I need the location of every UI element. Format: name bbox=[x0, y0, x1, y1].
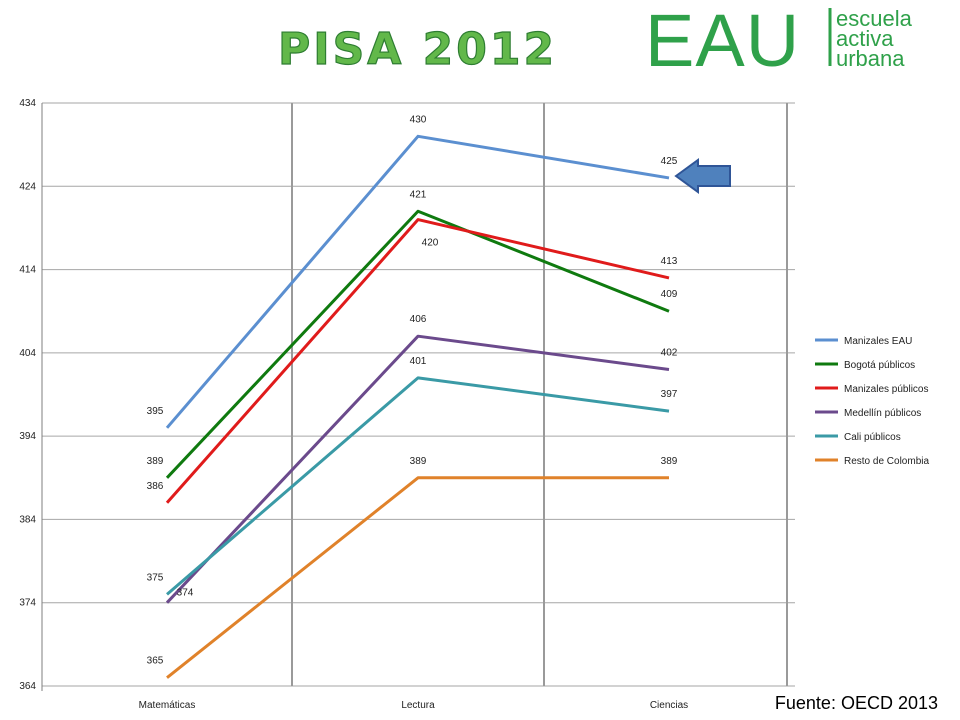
legend-label: Bogotá públicos bbox=[844, 360, 915, 371]
logo-line-3: urbana bbox=[836, 46, 905, 71]
logo-line-2: activa bbox=[836, 26, 894, 51]
data-label: 375 bbox=[147, 572, 164, 583]
legend-label: Manizales EAU bbox=[844, 336, 912, 347]
data-label: 430 bbox=[410, 114, 427, 125]
series-line bbox=[166, 376, 670, 596]
data-label: 395 bbox=[147, 406, 164, 417]
y-tick-label: 374 bbox=[19, 598, 36, 609]
arrow-icon bbox=[674, 158, 731, 194]
series-line bbox=[165, 209, 670, 479]
series-line bbox=[166, 476, 669, 679]
data-label: 420 bbox=[422, 238, 439, 249]
data-label: 389 bbox=[661, 456, 678, 467]
arrow-annotation bbox=[674, 158, 731, 194]
data-label: 389 bbox=[410, 456, 427, 467]
data-label: 413 bbox=[661, 256, 678, 267]
y-tick-label: 364 bbox=[19, 681, 36, 692]
eau-logo: EAU escuela activa urbana bbox=[645, 0, 913, 82]
legend: Manizales EAU Bogotá públicos Manizales pú… bbox=[815, 336, 929, 467]
axes: 364 374 384 394 404 414 424 434 Matemáticas Lectu… bbox=[19, 98, 688, 711]
x-tick-label: Matemáticas bbox=[139, 700, 196, 711]
series-lines bbox=[165, 134, 670, 679]
y-tick-label: 434 bbox=[19, 98, 36, 109]
legend-label: Cali públicos bbox=[844, 432, 901, 443]
y-tick-label: 424 bbox=[19, 181, 36, 192]
series-line bbox=[165, 218, 670, 504]
data-label: 386 bbox=[147, 481, 164, 492]
x-tick-label: Lectura bbox=[401, 700, 435, 711]
data-label: 402 bbox=[661, 348, 678, 359]
data-label: 421 bbox=[410, 189, 427, 200]
data-labels: 395 430 425 389 421 409 386 420 413 374 406 402 375 4… bbox=[147, 114, 678, 666]
y-tick-label: 384 bbox=[19, 514, 36, 525]
data-label: 401 bbox=[410, 356, 427, 367]
legend-label: Manizales públicos bbox=[844, 384, 929, 395]
legend-label: Resto de Colombia bbox=[844, 456, 929, 467]
legend-label: Medellín públicos bbox=[844, 408, 921, 419]
data-label: 389 bbox=[147, 456, 164, 467]
data-label: 365 bbox=[147, 656, 164, 667]
data-label: 425 bbox=[661, 156, 678, 167]
data-label: 409 bbox=[661, 289, 678, 300]
y-tick-label: 394 bbox=[19, 431, 36, 442]
logo-line-1: escuela bbox=[836, 6, 913, 31]
chart-title: PISA 2012 bbox=[278, 24, 557, 75]
data-label: 406 bbox=[410, 314, 427, 325]
series-line bbox=[165, 334, 670, 604]
y-tick-label: 414 bbox=[19, 265, 36, 276]
series-line bbox=[165, 134, 670, 429]
data-label: 397 bbox=[661, 389, 678, 400]
source-note: Fuente: OECD 2013 bbox=[774, 693, 938, 713]
x-tick-label: Ciencias bbox=[650, 700, 688, 711]
data-label: 374 bbox=[177, 588, 194, 599]
y-tick-label: 404 bbox=[19, 348, 36, 359]
logo-main-text: EAU bbox=[645, 0, 800, 82]
